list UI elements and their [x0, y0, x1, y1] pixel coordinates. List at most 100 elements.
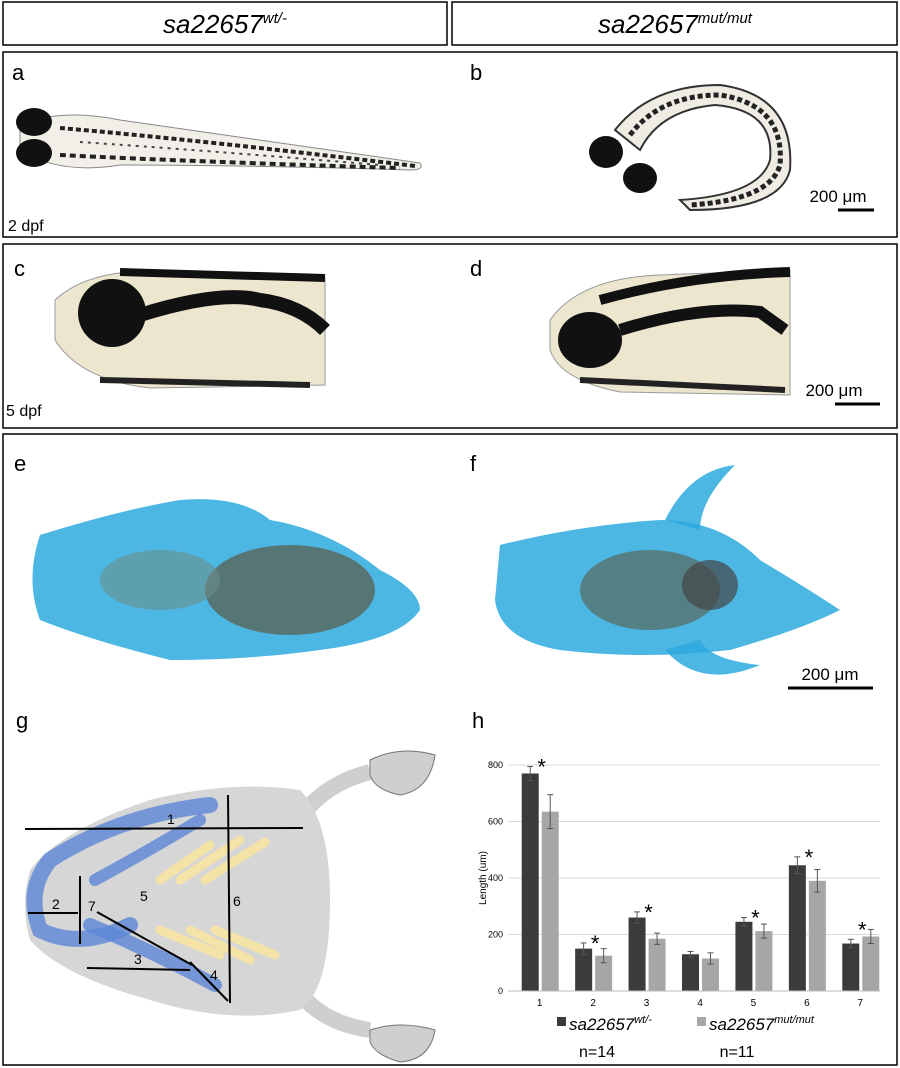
- measure-label: 5: [140, 888, 148, 904]
- bone: [155, 840, 215, 885]
- fin: [665, 465, 735, 530]
- pigment: [598, 267, 791, 305]
- panel-label: g: [16, 708, 28, 733]
- error-bar: [847, 938, 854, 949]
- x-tick-label: 2: [590, 998, 596, 1009]
- fish-5dpf-mut: [549, 267, 791, 396]
- error-bar: [654, 932, 661, 945]
- measure-lines: [24, 794, 304, 1004]
- pigment: [628, 92, 783, 208]
- eye: [589, 136, 623, 168]
- bar-chart: 0 200 400 600 800 Length (um) 1 * 2 * 3 * 4 5 * 6 * 7 * sa2…: [478, 754, 880, 1061]
- error-bar: [600, 948, 607, 964]
- y-axis-title: Length (um): [478, 851, 489, 905]
- significance-marker: *: [858, 917, 867, 942]
- y-tick-label: 800: [488, 760, 503, 770]
- pigment: [99, 377, 311, 388]
- genotype-superscript: wt/-: [263, 10, 287, 27]
- y-tick-label: 400: [488, 873, 503, 883]
- bar: [755, 931, 773, 991]
- bones: [155, 835, 280, 965]
- tissue: [205, 545, 375, 635]
- bar: [595, 955, 613, 991]
- eye: [623, 163, 657, 193]
- scale-label: 200 μm: [801, 665, 858, 684]
- panel-box: [2, 51, 898, 238]
- bar: [842, 943, 860, 991]
- y-tick-label: 200: [488, 930, 503, 940]
- error-bar: [867, 928, 874, 945]
- bone: [185, 925, 255, 965]
- measure-line: [227, 794, 231, 1004]
- x-tick-label: 3: [644, 998, 650, 1009]
- bar: [628, 917, 646, 991]
- measure-line: [24, 827, 304, 830]
- genotype-label: sa22657wt/-: [163, 9, 287, 39]
- bar: [521, 773, 539, 991]
- genotype-name: sa22657: [163, 9, 264, 39]
- legend-swatch: [697, 1017, 706, 1026]
- bar: [808, 880, 826, 991]
- genotype-superscript: mut/mut: [698, 10, 753, 27]
- fish-2dpf-wt: [16, 108, 422, 171]
- panel-label: c: [14, 256, 25, 281]
- panel-box: [2, 243, 898, 429]
- eye: [558, 312, 622, 368]
- legend-superscript: wt/-: [634, 1014, 652, 1026]
- bar: [682, 954, 699, 991]
- significance-marker: *: [591, 931, 600, 956]
- header-box: [451, 1, 898, 46]
- fish-body: [613, 83, 792, 212]
- x-tick-label: 1: [537, 998, 543, 1009]
- bar: [862, 936, 880, 991]
- cartilage: [89, 814, 206, 886]
- measure-label: 2: [52, 896, 60, 912]
- y-tick-label: 600: [488, 817, 503, 827]
- error-bar: [527, 765, 534, 782]
- error-bar: [814, 869, 821, 893]
- eye: [16, 139, 52, 167]
- gut: [137, 290, 330, 336]
- bone: [210, 925, 280, 960]
- fin: [665, 640, 760, 675]
- error-bar: [634, 911, 641, 924]
- error-bar: [580, 942, 587, 955]
- scale-label: 200 μm: [809, 187, 866, 206]
- panel-label: e: [14, 451, 26, 476]
- legend-superscript: mut/mut: [774, 1014, 815, 1026]
- bar: [702, 958, 719, 991]
- panel-label: h: [472, 708, 484, 733]
- fish-5dpf-wt: [54, 268, 330, 389]
- measure-label: 6: [233, 893, 241, 909]
- significance-marker: *: [537, 754, 546, 779]
- pigment: [119, 268, 326, 282]
- pigment: [79, 141, 381, 166]
- skull-wt: [32, 499, 420, 660]
- stage-label: 2 dpf: [8, 218, 44, 235]
- error-bar: [760, 923, 767, 939]
- sample-size: n=11: [720, 1044, 755, 1061]
- significance-marker: *: [751, 906, 760, 931]
- panel-box: [2, 433, 898, 1066]
- eye: [16, 108, 52, 136]
- measure-line: [189, 961, 229, 1002]
- genotype-name: sa22657: [598, 9, 699, 39]
- panel-label: d: [470, 256, 482, 281]
- schematic: [24, 750, 436, 1063]
- bar: [735, 921, 753, 991]
- fin: [369, 1024, 436, 1063]
- stage-label: 5 dpf: [6, 403, 42, 420]
- tissue: [100, 550, 220, 610]
- significance-marker: *: [644, 900, 653, 925]
- legend-label: sa22657mut/mut: [709, 1014, 815, 1034]
- x-tick-label: 5: [751, 998, 757, 1009]
- measure-label: 7: [88, 898, 96, 914]
- fin: [369, 750, 436, 796]
- legend-name: sa22657: [709, 1015, 775, 1034]
- measure-line: [86, 967, 191, 971]
- bone: [175, 835, 245, 885]
- fish-2dpf-mut: [589, 83, 792, 212]
- error-bar: [794, 856, 801, 875]
- measure-line: [96, 911, 193, 966]
